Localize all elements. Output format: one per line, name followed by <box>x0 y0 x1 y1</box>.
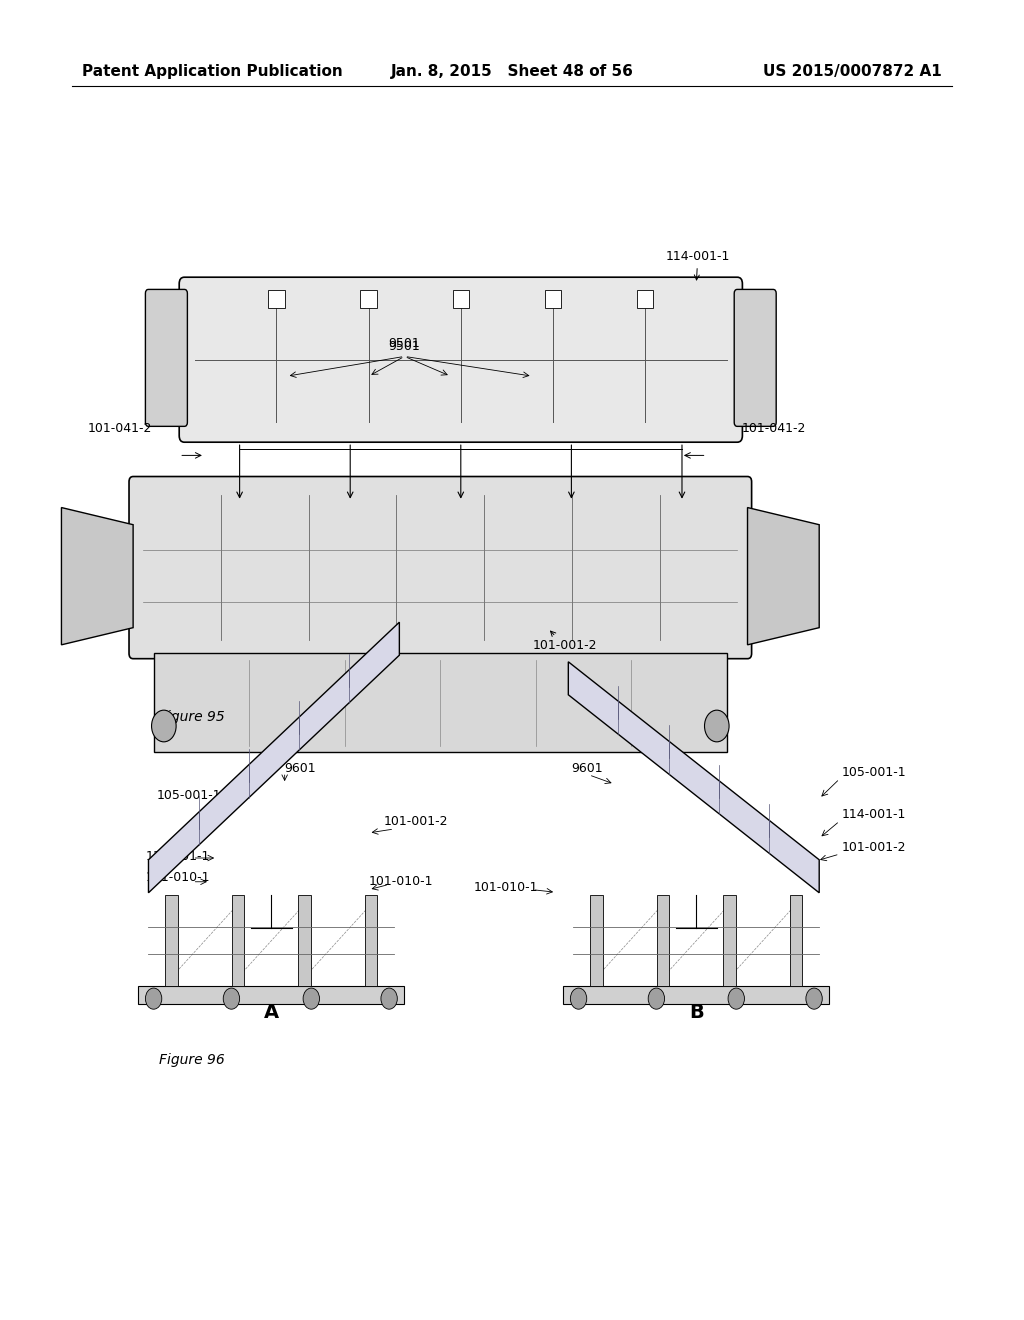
Bar <box>590 895 602 986</box>
Text: A: A <box>264 1003 279 1022</box>
Polygon shape <box>61 507 133 644</box>
Circle shape <box>145 989 162 1010</box>
Text: 9601: 9601 <box>571 762 603 775</box>
Bar <box>791 895 803 986</box>
FancyBboxPatch shape <box>129 477 752 659</box>
Circle shape <box>303 989 319 1010</box>
Bar <box>563 986 829 1005</box>
FancyBboxPatch shape <box>734 289 776 426</box>
Text: Figure 95: Figure 95 <box>159 710 224 725</box>
Bar <box>268 290 285 308</box>
Bar <box>366 895 378 986</box>
Text: 101-010-1: 101-010-1 <box>145 871 210 884</box>
Text: 114-001-1: 114-001-1 <box>842 808 906 821</box>
Text: B: B <box>689 1003 703 1022</box>
Polygon shape <box>568 661 819 892</box>
Text: 101-010-1: 101-010-1 <box>369 875 433 888</box>
Text: 114-001-1: 114-001-1 <box>145 850 210 863</box>
Text: 101-041-2: 101-041-2 <box>87 422 152 436</box>
Bar <box>360 290 377 308</box>
FancyBboxPatch shape <box>179 277 742 442</box>
Bar <box>723 895 735 986</box>
Text: US 2015/0007872 A1: US 2015/0007872 A1 <box>763 63 942 79</box>
Text: 101-001-2: 101-001-2 <box>842 841 906 854</box>
Text: 101-001-2: 101-001-2 <box>532 631 597 652</box>
Text: 105-001-1: 105-001-1 <box>157 789 221 803</box>
Circle shape <box>728 989 744 1010</box>
Text: 105-001-1: 105-001-1 <box>842 766 906 779</box>
FancyBboxPatch shape <box>145 289 187 426</box>
Circle shape <box>648 989 665 1010</box>
Text: Jan. 8, 2015   Sheet 48 of 56: Jan. 8, 2015 Sheet 48 of 56 <box>390 63 634 79</box>
Text: 114-001-1: 114-001-1 <box>666 249 730 280</box>
Bar <box>637 290 653 308</box>
Text: 101-001-2: 101-001-2 <box>384 814 449 828</box>
Bar <box>545 290 561 308</box>
Bar <box>453 290 469 308</box>
Polygon shape <box>148 622 399 892</box>
Circle shape <box>223 989 240 1010</box>
Bar <box>166 895 178 986</box>
Bar <box>657 895 670 986</box>
Bar <box>138 986 404 1005</box>
Bar <box>154 653 727 752</box>
Circle shape <box>152 710 176 742</box>
Circle shape <box>570 989 587 1010</box>
Text: Patent Application Publication: Patent Application Publication <box>82 63 343 79</box>
Text: 9601: 9601 <box>285 762 316 775</box>
Text: 9501: 9501 <box>388 337 421 350</box>
Bar <box>231 895 245 986</box>
Text: 101-010-1: 101-010-1 <box>474 880 539 894</box>
Text: 9501: 9501 <box>388 339 421 352</box>
Circle shape <box>381 989 397 1010</box>
Polygon shape <box>748 507 819 644</box>
Text: 101-041-2: 101-041-2 <box>741 422 806 436</box>
Bar <box>299 895 311 986</box>
Text: Figure 96: Figure 96 <box>159 1053 224 1068</box>
Circle shape <box>705 710 729 742</box>
Circle shape <box>806 989 822 1010</box>
